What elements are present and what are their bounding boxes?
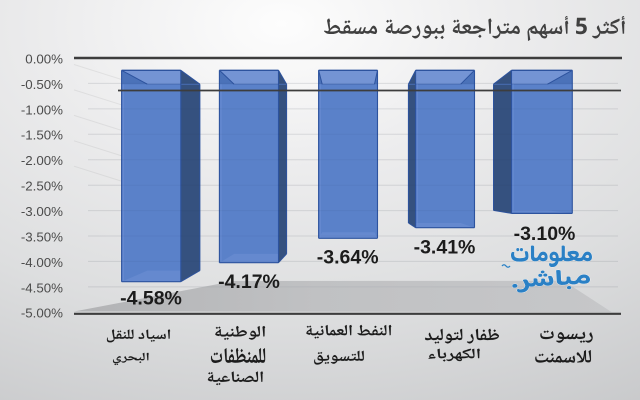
- svg-text:-1.00%: -1.00%: [21, 102, 63, 117]
- svg-text:-4.17%: -4.17%: [218, 271, 280, 293]
- svg-text:-4.50%: -4.50%: [21, 280, 63, 295]
- svg-text:-3.50%: -3.50%: [21, 229, 63, 244]
- svg-text:-0.50%: -0.50%: [21, 77, 63, 92]
- svg-text:-3.64%: -3.64%: [317, 246, 379, 268]
- svg-text:-4.58%: -4.58%: [120, 287, 182, 309]
- svg-text:0.00%: 0.00%: [25, 51, 63, 66]
- svg-text:-3.10%: -3.10%: [514, 223, 576, 245]
- svg-text:-2.50%: -2.50%: [21, 179, 63, 194]
- svg-text:-2.00%: -2.00%: [21, 153, 63, 168]
- svg-text:-3.41%: -3.41%: [414, 237, 476, 259]
- svg-text:-5.00%: -5.00%: [21, 306, 63, 321]
- svg-text:-4.00%: -4.00%: [21, 255, 63, 270]
- svg-text:-3.00%: -3.00%: [21, 204, 63, 219]
- svg-text:-1.50%: -1.50%: [21, 128, 63, 143]
